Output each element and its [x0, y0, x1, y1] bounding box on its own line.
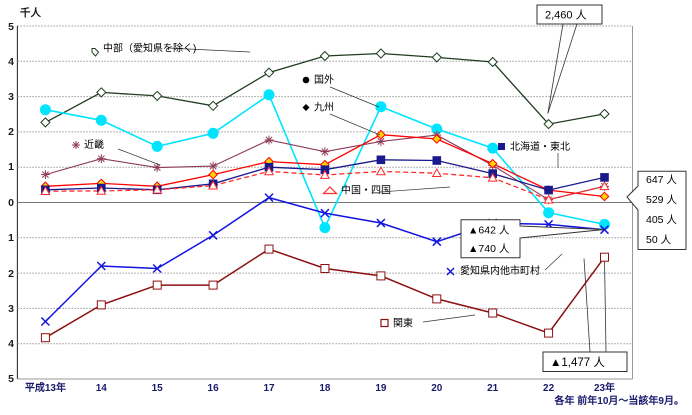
svg-text:22: 22 — [543, 383, 555, 394]
svg-text:各年 前年10月～当該年9月。: 各年 前年10月～当該年9月。 — [554, 394, 684, 407]
svg-text:2: 2 — [8, 268, 14, 280]
svg-text:▲740 人: ▲740 人 — [468, 243, 510, 255]
svg-text:千人: 千人 — [20, 6, 41, 19]
svg-text:3: 3 — [8, 303, 14, 315]
svg-text:1: 1 — [8, 232, 14, 244]
svg-text:50 人: 50 人 — [646, 234, 672, 246]
svg-text:関東: 関東 — [393, 317, 413, 330]
svg-text:23年: 23年 — [594, 381, 615, 394]
svg-text:3: 3 — [8, 91, 14, 103]
svg-text:0: 0 — [8, 197, 14, 209]
svg-text:18: 18 — [319, 383, 331, 394]
svg-text:2,460 人: 2,460 人 — [545, 9, 587, 22]
svg-text:5: 5 — [8, 21, 14, 33]
svg-text:16: 16 — [208, 383, 220, 394]
svg-text:647 人: 647 人 — [646, 174, 677, 186]
svg-text:▲642 人: ▲642 人 — [468, 225, 510, 237]
svg-text:▲1,477 人: ▲1,477 人 — [550, 356, 605, 369]
svg-text:5: 5 — [8, 373, 14, 385]
svg-text:21: 21 — [487, 383, 499, 394]
svg-text:529 人: 529 人 — [646, 194, 677, 206]
svg-text:17: 17 — [263, 383, 275, 394]
svg-text:1: 1 — [8, 161, 14, 173]
svg-text:北海道・東北: 北海道・東北 — [510, 140, 570, 153]
svg-text:20: 20 — [431, 383, 443, 394]
svg-text:中国・四国: 中国・四国 — [341, 184, 391, 197]
svg-text:平成13年: 平成13年 — [25, 381, 66, 394]
svg-text:405 人: 405 人 — [646, 214, 677, 226]
svg-text:19: 19 — [375, 383, 387, 394]
svg-text:愛知県内他市町村: 愛知県内他市町村 — [460, 264, 540, 277]
svg-text:中部（愛知県を除く): 中部（愛知県を除く) — [103, 42, 196, 55]
svg-text:近畿: 近畿 — [84, 138, 104, 151]
svg-text:2: 2 — [8, 126, 14, 138]
svg-text:4: 4 — [8, 56, 14, 68]
svg-text:14: 14 — [96, 383, 108, 394]
svg-text:国外: 国外 — [314, 74, 334, 86]
svg-text:九州: 九州 — [314, 102, 334, 114]
svg-text:4: 4 — [8, 338, 14, 350]
svg-text:15: 15 — [152, 383, 164, 394]
